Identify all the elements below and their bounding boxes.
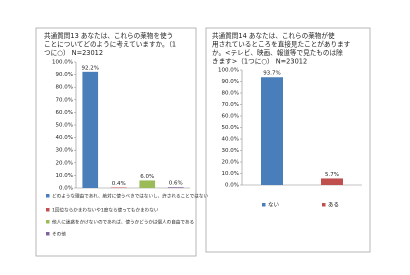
value-label: 93.7% <box>263 71 280 77</box>
legend-label: どのような理由であれ、絶対に使うべきではないし、許されることではない <box>52 193 208 200</box>
y-tick-label: 0.0% <box>59 186 73 192</box>
chart-title: つに○） N=23012 <box>44 49 103 57</box>
y-tick-label: 40.0% <box>56 135 73 141</box>
y-tick-label: 100.0% <box>52 60 73 66</box>
y-tick-label: 50.0% <box>222 125 239 131</box>
y-tick-label: 10.0% <box>56 173 73 179</box>
chart-title: ことについてどのように考えていますか。（1 <box>44 41 176 49</box>
y-tick-label: 30.0% <box>222 148 239 154</box>
legend-label: ない <box>268 202 280 209</box>
y-tick-label: 100.0% <box>218 68 239 74</box>
y-tick-label: 70.0% <box>56 97 73 103</box>
chart-title: 共通質問14 あなたは、これらの薬物が使 <box>212 31 335 40</box>
value-label: 5.7% <box>325 172 339 178</box>
y-tick-label: 10.0% <box>222 171 239 177</box>
chart-title: 用されているところを直接見たことがあります <box>212 40 351 49</box>
legend-label: ある <box>328 202 339 209</box>
y-tick-label: 80.0% <box>56 85 73 91</box>
y-tick-label: 70.0% <box>222 102 239 108</box>
y-tick-label: 60.0% <box>222 114 239 120</box>
y-tick-label: 90.0% <box>56 72 73 78</box>
bar <box>167 187 184 188</box>
chart-title: きます>（1つに○） N=23012 <box>212 58 307 66</box>
bar <box>321 178 343 185</box>
y-tick-label: 0.0% <box>225 183 239 189</box>
y-tick-label: 20.0% <box>222 160 239 166</box>
chart-title: か。<テレビ、映画、報道等で見たものは除 <box>212 48 343 57</box>
legend-swatch <box>46 208 50 212</box>
legend-swatch <box>46 220 50 224</box>
legend-swatch <box>322 203 326 207</box>
legend-swatch <box>46 232 50 236</box>
legend-label: その他 <box>52 231 66 238</box>
bar <box>139 180 156 188</box>
chart-title: 共通質問13 あなたは、これらの薬物を使う <box>44 31 173 40</box>
panel-frame <box>205 27 371 253</box>
y-tick-label: 30.0% <box>56 148 73 154</box>
bar <box>82 71 99 188</box>
value-label: 0.4% <box>112 181 126 187</box>
y-tick-label: 60.0% <box>56 110 73 116</box>
y-tick-label: 50.0% <box>56 123 73 129</box>
y-tick-label: 90.0% <box>222 79 239 85</box>
legend-label: 1回位ならかまわないや1度なら使ってもかまわない <box>52 207 159 214</box>
y-tick-label: 20.0% <box>56 160 73 166</box>
value-label: 0.6% <box>169 181 183 187</box>
value-label: 6.0% <box>140 174 154 180</box>
y-tick-label: 80.0% <box>222 91 239 97</box>
bar <box>261 77 283 185</box>
bar <box>110 187 127 188</box>
panel-frame <box>35 27 197 257</box>
legend-swatch <box>46 194 50 198</box>
legend-label: 他人に迷惑をかけないのであれば、使うかどうかは個人の自由である <box>52 219 194 226</box>
legend-swatch <box>262 203 266 207</box>
value-label: 92.2% <box>82 65 99 71</box>
y-tick-label: 40.0% <box>222 137 239 143</box>
